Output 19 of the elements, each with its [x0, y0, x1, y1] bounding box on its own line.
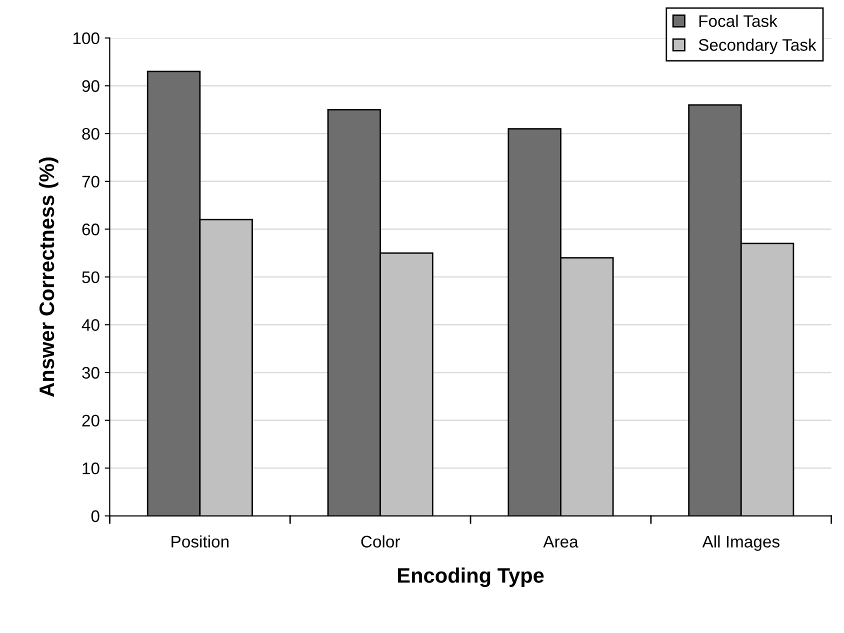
x-tick-label: Area: [543, 536, 578, 548]
y-tick-label: 50: [82, 271, 100, 284]
y-tick-label: 80: [82, 128, 100, 140]
legend-label: Secondary Task: [698, 38, 816, 54]
y-tick-label: 10: [82, 462, 100, 474]
y-tick-label: 40: [82, 319, 100, 331]
y-tick-label: 100: [73, 32, 100, 44]
y-tick-label: 60: [82, 224, 100, 236]
x-axis-title: Encoding Type: [398, 568, 544, 588]
y-tick-label: 90: [82, 80, 100, 92]
y-tick-label: 0: [91, 510, 100, 522]
legend-label: Focal Task: [699, 14, 778, 27]
x-tick-label: All Images: [702, 535, 780, 551]
y-tick-label: 20: [82, 414, 100, 427]
y-axis-title: Answer Correctness (%): [38, 158, 58, 397]
y-tick-label: 70: [82, 176, 100, 188]
x-tick-label: Position: [172, 535, 228, 548]
x-tick-label: Color: [361, 535, 400, 548]
y-tick-label: 30: [82, 366, 100, 379]
